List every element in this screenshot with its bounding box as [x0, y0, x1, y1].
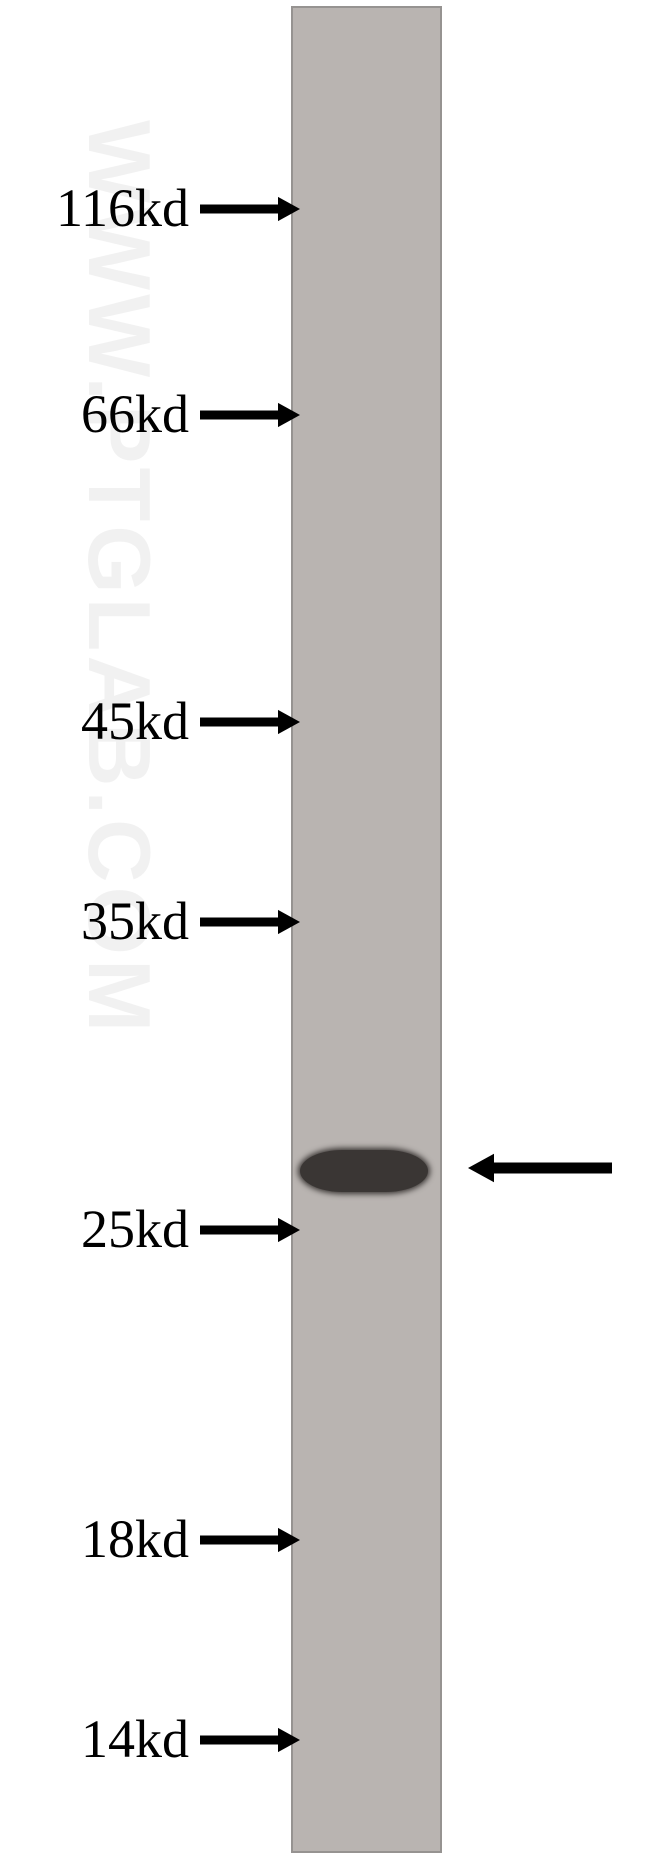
mw-marker-arrow	[198, 1516, 302, 1564]
band-indicator-arrow	[466, 1140, 614, 1196]
blot-figure: WWW.PTGLAB.COM 116kd66kd45kd35kd25kd18kd…	[0, 0, 650, 1855]
mw-marker-arrow	[198, 1206, 302, 1254]
mw-marker-arrow	[198, 898, 302, 946]
mw-marker-label: 35kd	[81, 890, 189, 952]
gel-lane	[291, 6, 442, 1853]
mw-marker-label: 45kd	[81, 690, 189, 752]
mw-marker-label: 66kd	[81, 383, 189, 445]
mw-marker-label: 116kd	[56, 177, 189, 239]
mw-marker-label: 25kd	[81, 1198, 189, 1260]
protein-band	[300, 1150, 428, 1192]
mw-marker-label: 14kd	[81, 1708, 189, 1770]
mw-marker-arrow	[198, 698, 302, 746]
mw-marker-arrow	[198, 185, 302, 233]
mw-marker-arrow	[198, 391, 302, 439]
mw-marker-arrow	[198, 1716, 302, 1764]
mw-marker-label: 18kd	[81, 1508, 189, 1570]
